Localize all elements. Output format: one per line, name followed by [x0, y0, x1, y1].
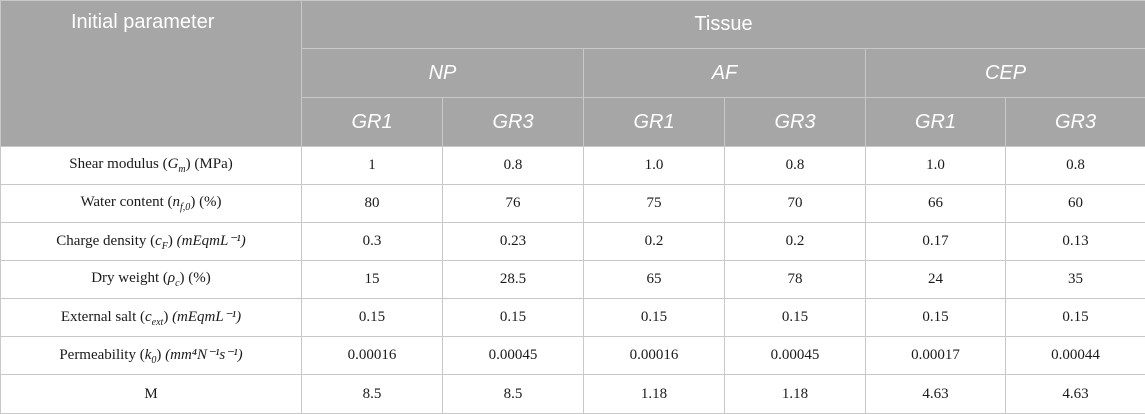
- value-cell: 80: [302, 185, 443, 223]
- parameter-name-cell: Dry weight (ρc) (%): [1, 261, 302, 299]
- parameter-unit: (%): [199, 194, 222, 210]
- parameter-name-cell: Water content (nf,0) (%): [1, 185, 302, 223]
- parameter-name: M: [144, 386, 157, 402]
- value-cell: 1.18: [725, 375, 866, 414]
- value-cell: 75: [584, 185, 725, 223]
- parameter-name: Shear modulus: [69, 156, 159, 172]
- value-cell: 8.5: [302, 375, 443, 414]
- value-cell: 4.63: [866, 375, 1006, 414]
- value-cell: 76: [443, 185, 584, 223]
- parameter-unit: (mm⁴N⁻¹s⁻¹): [165, 347, 243, 363]
- parameter-symbol: c: [145, 309, 152, 325]
- parameter-name-cell: Permeability (k0) (mm⁴N⁻¹s⁻¹): [1, 337, 302, 375]
- value-cell: 35: [1006, 261, 1145, 299]
- value-cell: 60: [1006, 185, 1145, 223]
- value-cell: 1: [302, 147, 443, 185]
- parameter-unit: (%): [188, 270, 211, 286]
- value-cell: 0.15: [302, 299, 443, 337]
- value-cell: 0.8: [1006, 147, 1145, 185]
- parameter-symbol-subscript: 0: [151, 355, 156, 366]
- parameter-name-cell: Charge density (cF) (mEqmL⁻¹): [1, 223, 302, 261]
- value-cell: 0.15: [725, 299, 866, 337]
- value-cell: 1.0: [866, 147, 1006, 185]
- value-cell: 1.18: [584, 375, 725, 414]
- value-cell: 0.17: [866, 223, 1006, 261]
- parameter-name-cell: M: [1, 375, 302, 414]
- group-header: GR3: [443, 98, 584, 147]
- tissue-header: Tissue: [302, 1, 1145, 49]
- parameter-name: External salt: [61, 309, 136, 325]
- parameter-name-cell: Shear modulus (Gm) (MPa): [1, 147, 302, 185]
- parameter-name: Permeability: [59, 347, 136, 363]
- value-cell: 0.3: [302, 223, 443, 261]
- parameter-symbol: G: [168, 156, 179, 172]
- value-cell: 1.0: [584, 147, 725, 185]
- value-cell: 15: [302, 261, 443, 299]
- value-cell: 78: [725, 261, 866, 299]
- value-cell: 0.00044: [1006, 337, 1145, 375]
- value-cell: 4.63: [1006, 375, 1145, 414]
- parameter-unit: (mEqmL⁻¹): [177, 233, 246, 249]
- group-header: GR1: [866, 98, 1006, 147]
- parameter-symbol: n: [173, 194, 181, 210]
- parameter-symbol-subscript: c: [175, 278, 179, 289]
- value-cell: 65: [584, 261, 725, 299]
- tissue-cep-header: CEP: [866, 49, 1145, 98]
- parameter-symbol-subscript: f,0: [180, 202, 190, 213]
- value-cell: 0.13: [1006, 223, 1145, 261]
- value-cell: 0.00045: [725, 337, 866, 375]
- parameter-symbol-subscript: m: [178, 164, 185, 175]
- parameter-name: Water content: [80, 194, 163, 210]
- value-cell: 0.8: [443, 147, 584, 185]
- parameter-symbol-subscript: F: [162, 241, 168, 252]
- value-cell: 0.8: [725, 147, 866, 185]
- value-cell: 28.5: [443, 261, 584, 299]
- value-cell: 0.15: [584, 299, 725, 337]
- value-cell: 8.5: [443, 375, 584, 414]
- parameter-symbol-subscript: ext: [152, 317, 164, 328]
- value-cell: 0.00016: [584, 337, 725, 375]
- parameter-name: Charge density: [56, 233, 146, 249]
- value-cell: 0.2: [584, 223, 725, 261]
- parameter-unit: (MPa): [194, 156, 232, 172]
- value-cell: 0.2: [725, 223, 866, 261]
- value-cell: 0.15: [443, 299, 584, 337]
- group-header: GR3: [1006, 98, 1145, 147]
- parameter-name: Dry weight: [91, 270, 159, 286]
- value-cell: 0.15: [1006, 299, 1145, 337]
- parameter-name-cell: External salt (cext) (mEqmL⁻¹): [1, 299, 302, 337]
- value-cell: 0.00016: [302, 337, 443, 375]
- group-header: GR1: [302, 98, 443, 147]
- initial-parameter-header: Initial parameter: [1, 1, 302, 147]
- group-header: GR3: [725, 98, 866, 147]
- tissue-np-header: NP: [302, 49, 584, 98]
- parameter-unit: (mEqmL⁻¹): [172, 309, 241, 325]
- parameter-symbol: c: [155, 233, 162, 249]
- value-cell: 24: [866, 261, 1006, 299]
- tissue-af-header: AF: [584, 49, 866, 98]
- value-cell: 0.23: [443, 223, 584, 261]
- parameter-symbol: ρ: [168, 270, 175, 286]
- value-cell: 66: [866, 185, 1006, 223]
- value-cell: 0.00017: [866, 337, 1006, 375]
- value-cell: 70: [725, 185, 866, 223]
- group-header: GR1: [584, 98, 725, 147]
- value-cell: 0.15: [866, 299, 1006, 337]
- value-cell: 0.00045: [443, 337, 584, 375]
